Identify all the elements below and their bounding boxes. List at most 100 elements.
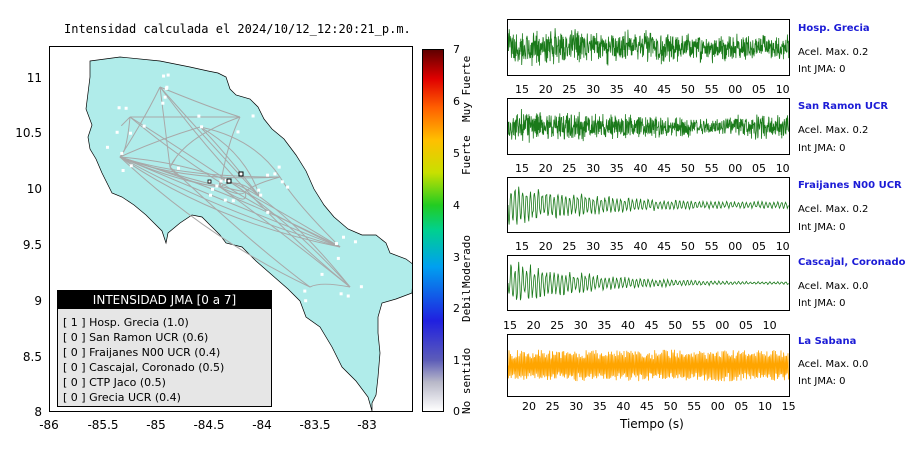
time-tick-label: 15 xyxy=(781,400,796,413)
map-y-tick: 10.5 xyxy=(15,126,42,140)
town-marker xyxy=(359,285,363,289)
time-tick-label: 40 xyxy=(633,162,648,175)
town-marker xyxy=(200,125,204,129)
road-line xyxy=(199,126,281,178)
scale-label: No sentido xyxy=(460,347,473,414)
time-tick-label: 25 xyxy=(562,162,577,175)
town-marker xyxy=(273,172,277,176)
time-tick-label: 05 xyxy=(752,162,766,175)
station-int: Int JMA: 0 xyxy=(798,376,846,387)
intensity-color-scale xyxy=(422,49,444,412)
map-y-tick: 8.5 xyxy=(22,350,42,364)
town-marker xyxy=(303,289,307,293)
road-line xyxy=(119,126,201,158)
time-tick-label: 55 xyxy=(704,240,719,253)
time-tick-label: 25 xyxy=(550,319,565,332)
time-tick-label: 15 xyxy=(515,240,529,253)
time-tick-label: 45 xyxy=(640,400,654,413)
time-tick-label: 45 xyxy=(657,162,672,175)
town-marker xyxy=(236,130,240,134)
time-tick-label: 35 xyxy=(609,83,624,96)
road-line xyxy=(119,156,311,288)
time-tick-label: 00 xyxy=(710,400,725,413)
town-marker xyxy=(251,114,255,118)
scale-label: Muy Fuerte xyxy=(460,55,473,122)
scale-label: Debil xyxy=(460,288,473,322)
town-marker xyxy=(257,188,261,192)
town-marker xyxy=(336,256,340,260)
road-line xyxy=(129,116,341,248)
map-x-tick: -86 xyxy=(39,418,59,432)
time-tick-label: 05 xyxy=(752,83,766,96)
station-name: Cascajal, Coronado xyxy=(798,257,906,268)
town-marker xyxy=(163,95,167,99)
time-tick-label: 35 xyxy=(597,319,612,332)
town-marker xyxy=(209,193,213,197)
road-line xyxy=(199,126,261,198)
scale-label: Fuerte xyxy=(460,135,473,175)
town-marker xyxy=(215,184,219,188)
town-marker xyxy=(161,101,165,105)
time-tick-label: 40 xyxy=(633,240,648,253)
waveform-trace xyxy=(508,186,789,225)
station-name: San Ramon UCR xyxy=(798,101,889,112)
scale-number: 2 xyxy=(453,302,460,315)
time-tick-label: 45 xyxy=(644,319,659,332)
legend-item: [ 1 ] Hosp. Grecia (1.0) xyxy=(63,316,189,329)
time-tick-label: 20 xyxy=(538,240,553,253)
town-marker xyxy=(266,210,270,214)
road-line xyxy=(159,86,171,168)
time-tick-label: 15 xyxy=(515,162,529,175)
town-marker xyxy=(129,164,133,168)
road-line xyxy=(121,116,131,127)
intensity-legend: INTENSIDAD JMA [0 a 7] [ 1 ] Hosp. Greci… xyxy=(57,290,272,407)
town-marker xyxy=(320,272,324,276)
time-tick-label: 55 xyxy=(704,83,719,96)
map-y-tick: 9.5 xyxy=(22,238,42,252)
road-line xyxy=(244,191,341,248)
time-tick-label: 45 xyxy=(657,240,672,253)
page-title: Intensidad calculada el 2024/10/12_12:20… xyxy=(64,22,411,36)
road-line xyxy=(119,156,281,178)
scale-number: 7 xyxy=(453,43,460,56)
waveform-panel xyxy=(507,255,790,311)
time-tick-label: 55 xyxy=(687,400,702,413)
road-line xyxy=(159,86,351,288)
town-marker xyxy=(211,187,215,191)
scale-label: Moderado xyxy=(460,235,473,288)
town-marker xyxy=(280,180,284,184)
time-tick-label: 25 xyxy=(545,400,560,413)
station-acel: Acel. Max. 0.2 xyxy=(798,125,869,136)
town-marker xyxy=(124,106,128,110)
time-tick-label: 50 xyxy=(680,162,695,175)
town-marker xyxy=(259,193,263,197)
time-tick-label: 50 xyxy=(663,400,678,413)
time-tick-label: 55 xyxy=(691,319,706,332)
time-tick-label: 30 xyxy=(586,240,601,253)
time-tick-label: 00 xyxy=(715,319,730,332)
station-int: Int JMA: 0 xyxy=(798,222,846,233)
town-marker xyxy=(339,292,343,296)
waveform-line xyxy=(508,108,789,143)
time-tick-label: 20 xyxy=(522,400,536,413)
town-marker xyxy=(162,74,166,78)
map-x-tick: -83.5 xyxy=(299,418,331,432)
waveform-line xyxy=(508,349,789,382)
time-tick-label: 10 xyxy=(758,400,772,413)
station-int: Int JMA: 0 xyxy=(798,143,846,154)
time-tick-label: 05 xyxy=(734,400,749,413)
waveform-line xyxy=(508,186,789,225)
waveform-panel xyxy=(507,19,790,76)
town-marker xyxy=(231,199,235,203)
map-x-tick: -83 xyxy=(357,418,377,432)
road-line xyxy=(244,176,281,193)
waveform-line xyxy=(508,261,789,301)
road-line xyxy=(309,283,351,288)
station-name: Hosp. Grecia xyxy=(798,23,870,34)
time-tick-label: 40 xyxy=(633,83,648,96)
time-tick-label: 30 xyxy=(573,319,588,332)
town-marker xyxy=(224,178,228,182)
time-tick-label: 50 xyxy=(668,319,683,332)
road-line xyxy=(199,126,261,198)
station-marker xyxy=(207,179,212,184)
